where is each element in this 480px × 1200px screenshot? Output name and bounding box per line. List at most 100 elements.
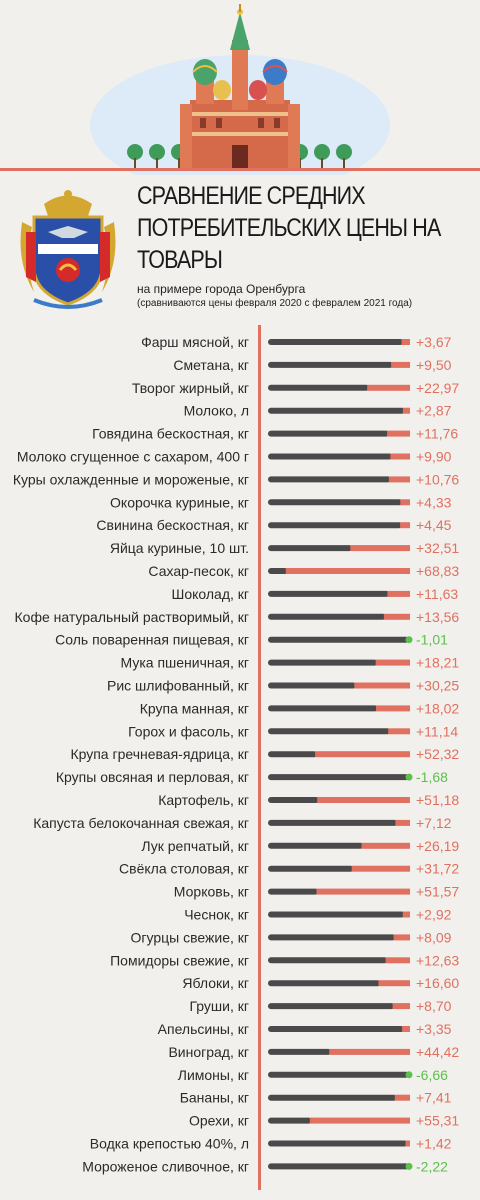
bar-base (268, 568, 288, 574)
bar-change (309, 1117, 410, 1124)
category-label: Молоко, л (184, 403, 249, 419)
bar-change (383, 613, 410, 620)
category-label: Горох и фасоль, кг (128, 723, 249, 739)
category-label: Лук репчатый, кг (141, 838, 249, 854)
bar-change (316, 888, 410, 895)
value-label: +7,12 (416, 815, 452, 831)
bar-change (388, 728, 410, 735)
bar-base (268, 957, 388, 964)
bar-change (405, 1162, 413, 1170)
axis-line (258, 325, 261, 1190)
category-label: Свёкла столовая, кг (119, 861, 249, 877)
bar-change (376, 705, 410, 712)
category-label: Бананы, кг (180, 1090, 249, 1106)
category-label: Сахар-песок, кг (148, 563, 249, 579)
category-label: Окорочка куриные, кг (110, 494, 249, 510)
bar-base (268, 934, 396, 941)
bar-change (405, 1140, 410, 1147)
title-line-3: ТОВАРЫ (137, 246, 223, 274)
bar-base (268, 361, 394, 368)
category-label: Морковь, кг (174, 884, 249, 900)
value-label: +31,72 (416, 861, 459, 877)
value-label: +12,63 (416, 952, 459, 968)
bar-change (367, 384, 410, 391)
bar-change (401, 339, 410, 345)
bar-base (268, 980, 381, 987)
bar-base (268, 911, 405, 918)
bar-change (285, 568, 410, 574)
value-label: +13,56 (416, 609, 459, 625)
category-label: Виноград, кг (168, 1044, 249, 1060)
bar-change (317, 797, 410, 803)
bar-change (405, 636, 413, 644)
bar-change (391, 361, 410, 368)
bar-base (268, 705, 378, 712)
bar-base (268, 430, 390, 437)
value-label: +11,14 (416, 723, 458, 739)
category-label: Куры охлажденные и мороженые, кг (13, 471, 249, 487)
category-label: Творог жирный, кг (132, 380, 249, 396)
bar-change (400, 499, 410, 506)
cathedral-icon (180, 4, 300, 168)
value-label: +68,83 (416, 563, 459, 579)
bar-change (402, 1026, 410, 1032)
bar-change (329, 1048, 410, 1055)
bar-change (400, 522, 410, 529)
category-label: Апельсины, кг (158, 1021, 249, 1037)
bar-base (268, 774, 409, 781)
category-label: Кофе натуральный растворимый, кг (15, 609, 249, 625)
bar-change (361, 842, 410, 849)
comparison-note: (сравниваются цены февраля 2020 с феврал… (137, 298, 413, 309)
bar-base (268, 819, 398, 826)
category-label: Крупа манная, кг (140, 700, 249, 716)
trees-left (127, 144, 187, 168)
bar-change (351, 865, 410, 872)
bar-base (268, 751, 318, 758)
bar-base (268, 1140, 408, 1147)
value-label: +26,19 (416, 838, 459, 854)
bar-base (268, 636, 409, 643)
title-line-1: СРАВНЕНИЕ СРЕДНИХ (137, 182, 366, 210)
bar-base (268, 865, 354, 872)
value-label: +11,76 (416, 426, 458, 442)
category-label: Огурцы свежие, кг (131, 929, 250, 945)
category-label: Соль поваренная пищевая, кг (55, 632, 249, 648)
bar-base (268, 842, 364, 849)
bar-base (268, 728, 391, 735)
value-label: +16,60 (416, 975, 459, 991)
category-label: Орехи, кг (189, 1113, 249, 1129)
trees-right (292, 144, 352, 168)
page-title: СРАВНЕНИЕ СРЕДНИХ ПОТРЕБИТЕЛЬСКИХ ЦЕНЫ Н… (137, 180, 441, 276)
category-label: Помидоры свежие, кг (110, 952, 249, 968)
bar-base (268, 1048, 332, 1055)
value-label: +8,70 (416, 998, 452, 1014)
category-label: Шоколад, кг (171, 586, 249, 602)
bar-change (375, 659, 410, 666)
category-label: Свинина бескостная, кг (96, 517, 249, 533)
bar-change (378, 980, 410, 987)
bar-change (388, 476, 410, 483)
category-label: Молоко сгущенное с сахаром, 400 г (17, 449, 249, 465)
value-label: +52,32 (416, 746, 459, 762)
value-label: +51,18 (416, 792, 459, 808)
value-label: +7,41 (416, 1090, 452, 1106)
title-line-2: ПОТРЕБИТЕЛЬСКИХ ЦЕНЫ НА (137, 214, 441, 242)
coat-of-arms-icon (20, 190, 116, 309)
bar-base (268, 499, 403, 506)
category-label: Лимоны, кг (178, 1067, 249, 1083)
bar-base (268, 590, 390, 597)
bar-base (268, 1094, 397, 1101)
value-label: +51,57 (416, 884, 459, 900)
page-subtitle: на примере города Оренбурга (137, 282, 306, 296)
bar-base (268, 1117, 312, 1124)
header-illustration (0, 4, 480, 175)
bar-change (390, 453, 410, 460)
bar-base (268, 545, 353, 552)
bar-base (268, 407, 405, 414)
category-label: Капуста белокочанная свежая, кг (33, 815, 249, 831)
bar-base (268, 339, 404, 345)
category-label: Яйца куриные, 10 шт. (110, 540, 249, 556)
bar-base (268, 453, 393, 460)
category-label: Говядина бескостная, кг (92, 426, 249, 442)
value-label: +4,33 (416, 494, 452, 510)
